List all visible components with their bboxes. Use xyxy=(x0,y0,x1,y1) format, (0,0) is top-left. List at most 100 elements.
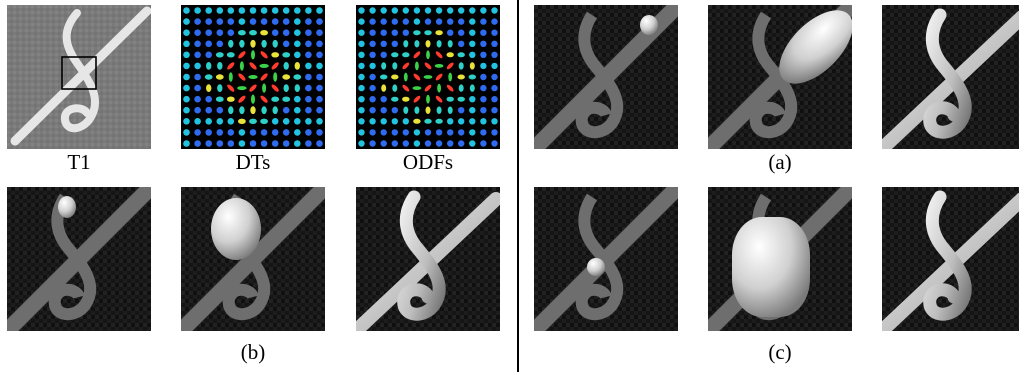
glyph xyxy=(205,95,212,103)
glyph xyxy=(305,29,312,36)
glyph xyxy=(227,129,235,136)
glyph xyxy=(480,7,487,14)
glyph xyxy=(183,140,190,147)
glyph xyxy=(194,140,201,147)
glyph xyxy=(272,106,278,115)
glyph xyxy=(480,107,487,114)
glyph xyxy=(447,129,454,136)
glyph xyxy=(271,96,280,102)
glyph xyxy=(183,84,190,92)
glyph xyxy=(491,107,498,114)
glyph xyxy=(251,50,255,60)
b-growing-panel xyxy=(181,187,325,331)
glyph xyxy=(447,140,454,147)
glyph xyxy=(294,7,301,14)
glyph xyxy=(435,51,443,59)
glyph xyxy=(283,84,289,92)
glyph xyxy=(194,118,201,125)
glyph xyxy=(425,106,431,114)
glyph xyxy=(271,84,279,92)
glyph xyxy=(239,39,245,48)
glyph xyxy=(294,29,301,36)
glyph xyxy=(205,84,212,92)
glyph xyxy=(358,96,365,103)
glyph xyxy=(227,29,235,36)
glyph xyxy=(282,140,290,147)
glyph xyxy=(194,129,201,136)
glyph xyxy=(358,107,365,114)
glyph xyxy=(402,84,410,92)
glyph xyxy=(194,7,201,14)
glyph xyxy=(491,84,498,92)
glyph xyxy=(391,40,398,47)
glyph xyxy=(458,62,464,70)
glyph xyxy=(413,118,421,124)
glyph xyxy=(271,118,279,125)
dts-glyph-field xyxy=(181,5,325,149)
glyph xyxy=(260,51,268,59)
glyph xyxy=(491,118,498,125)
glyph xyxy=(391,129,398,136)
glyph xyxy=(183,29,190,36)
odfs-glyph-field xyxy=(356,5,500,149)
a-growing-panel xyxy=(708,5,852,149)
glyph xyxy=(260,7,268,14)
glyph xyxy=(469,107,476,114)
glyph xyxy=(435,140,443,147)
glyph xyxy=(238,18,246,25)
glyph xyxy=(369,40,376,47)
glyph xyxy=(249,84,257,92)
glyph xyxy=(183,62,190,70)
glyph xyxy=(424,7,432,14)
glyph xyxy=(251,94,255,104)
glyph xyxy=(435,129,443,136)
glyph xyxy=(469,96,476,103)
glyph xyxy=(217,62,223,70)
glyph xyxy=(227,84,235,92)
glyph xyxy=(369,29,376,36)
glyph xyxy=(469,29,476,36)
glyph xyxy=(238,95,246,103)
glyph xyxy=(491,7,498,14)
caption-b: (b) xyxy=(240,340,266,364)
glyph xyxy=(305,118,312,125)
glyph xyxy=(316,62,323,70)
glyph xyxy=(369,84,376,92)
glyph xyxy=(250,39,256,48)
glyph xyxy=(358,140,365,147)
vertical-divider xyxy=(517,0,519,372)
glyph xyxy=(305,140,312,147)
glyph xyxy=(380,7,387,14)
glyph xyxy=(228,72,233,82)
glyph xyxy=(250,106,256,115)
glyph xyxy=(227,118,235,125)
glyph xyxy=(412,86,422,90)
glyph xyxy=(446,84,454,92)
glyph xyxy=(271,18,279,25)
glyph xyxy=(316,18,323,25)
glyph xyxy=(216,129,224,136)
glyph xyxy=(403,72,408,82)
glyph xyxy=(480,96,487,103)
glyph xyxy=(435,30,443,36)
glyph xyxy=(446,96,454,102)
glyph xyxy=(358,84,365,92)
glyph xyxy=(457,52,465,58)
glyph xyxy=(249,18,257,25)
glyph xyxy=(458,107,465,114)
glyph xyxy=(249,118,257,125)
glyph xyxy=(358,18,365,25)
glyph xyxy=(194,40,201,48)
glyph xyxy=(458,118,465,125)
glyph xyxy=(216,140,224,147)
glyph xyxy=(447,118,454,125)
glyph xyxy=(491,62,498,70)
glyph xyxy=(228,106,234,115)
glyph xyxy=(249,30,257,36)
glyph xyxy=(316,73,323,81)
glyph xyxy=(369,51,376,58)
glyph xyxy=(424,18,432,25)
glyph xyxy=(413,51,421,59)
glyph xyxy=(458,18,465,25)
glyph xyxy=(446,62,454,70)
